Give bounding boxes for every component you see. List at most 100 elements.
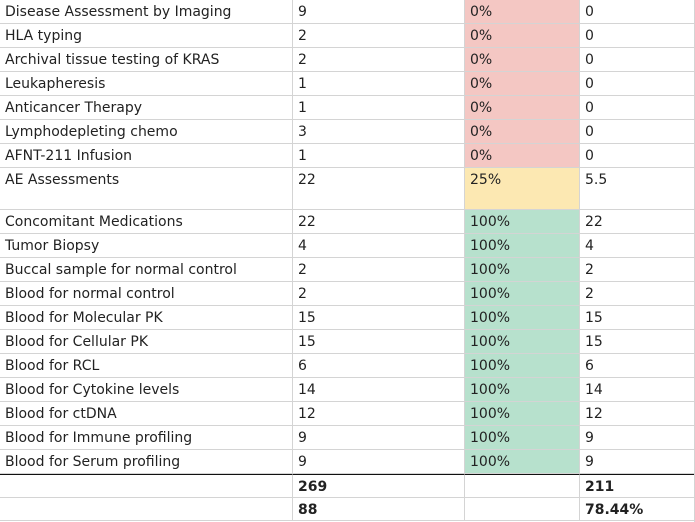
value-cell[interactable]: 0 [580,24,695,48]
percent-cell[interactable]: 0% [465,144,580,168]
value-cell[interactable]: 6 [580,354,695,378]
totals-row: 269 211 [0,474,695,498]
row-label-cell[interactable]: Concomitant Medications [0,210,293,234]
row-label-cell[interactable]: Disease Assessment by Imaging [0,0,293,24]
table-row: Disease Assessment by Imaging 9 0% 0 [0,0,695,24]
percent-cell[interactable]: 100% [465,210,580,234]
percent-cell[interactable]: 0% [465,48,580,72]
value-cell[interactable]: 0 [580,72,695,96]
table-row: Blood for Cytokine levels 14 100% 14 [0,378,695,402]
row-label-cell[interactable]: Archival tissue testing of KRAS [0,48,293,72]
percent-cell[interactable]: 0% [465,24,580,48]
count-cell[interactable]: 22 [293,210,465,234]
percent-cell[interactable]: 0% [465,0,580,24]
value-cell[interactable]: 5.5 [580,168,695,210]
count-cell[interactable]: 15 [293,330,465,354]
table-row: Blood for ctDNA 12 100% 12 [0,402,695,426]
table-row: AFNT-211 Infusion 1 0% 0 [0,144,695,168]
value-cell[interactable]: 0 [580,96,695,120]
percent-cell[interactable]: 100% [465,234,580,258]
percent-cell[interactable]: 100% [465,426,580,450]
row-label-cell[interactable]: Tumor Biopsy [0,234,293,258]
row-label-cell[interactable]: AFNT-211 Infusion [0,144,293,168]
percent-cell[interactable]: 100% [465,354,580,378]
count-cell[interactable]: 3 [293,120,465,144]
count-cell[interactable]: 9 [293,426,465,450]
count-cell[interactable]: 22 [293,168,465,210]
count-cell[interactable]: 12 [293,402,465,426]
table-row: Buccal sample for normal control 2 100% 2 [0,258,695,282]
empty-cell[interactable] [465,474,580,498]
value-cell[interactable]: 0 [580,48,695,72]
percent-cell[interactable]: 100% [465,450,580,474]
value-cell[interactable]: 0 [580,0,695,24]
total-value-cell[interactable]: 78.44% [580,498,695,521]
value-cell[interactable]: 12 [580,402,695,426]
row-label-cell[interactable]: Blood for ctDNA [0,402,293,426]
count-cell[interactable]: 15 [293,306,465,330]
table-row: Archival tissue testing of KRAS 2 0% 0 [0,48,695,72]
count-cell[interactable]: 2 [293,24,465,48]
value-cell[interactable]: 9 [580,450,695,474]
total-count-cell[interactable]: 269 [293,474,465,498]
table-row: Anticancer Therapy 1 0% 0 [0,96,695,120]
count-cell[interactable]: 4 [293,234,465,258]
percent-cell[interactable]: 25% [465,168,580,210]
table-row: Blood for Cellular PK 15 100% 15 [0,330,695,354]
row-label-cell[interactable]: Blood for Cytokine levels [0,378,293,402]
empty-cell[interactable] [465,498,580,521]
row-label-cell[interactable]: Blood for Immune profiling [0,426,293,450]
table-row: Blood for normal control 2 100% 2 [0,282,695,306]
total-count-cell[interactable]: 88 [293,498,465,521]
row-label-cell[interactable]: Anticancer Therapy [0,96,293,120]
percent-cell[interactable]: 0% [465,120,580,144]
count-cell[interactable]: 1 [293,96,465,120]
value-cell[interactable]: 2 [580,258,695,282]
value-cell[interactable]: 9 [580,426,695,450]
value-cell[interactable]: 4 [580,234,695,258]
percent-cell[interactable]: 100% [465,378,580,402]
count-cell[interactable]: 1 [293,144,465,168]
row-label-cell[interactable]: Lymphodepleting chemo [0,120,293,144]
count-cell[interactable]: 2 [293,258,465,282]
row-label-cell[interactable]: Leukapheresis [0,72,293,96]
table-row: Leukapheresis 1 0% 0 [0,72,695,96]
row-label-cell[interactable]: Blood for RCL [0,354,293,378]
percent-cell[interactable]: 100% [465,282,580,306]
percent-cell[interactable]: 100% [465,330,580,354]
row-label-cell[interactable]: HLA typing [0,24,293,48]
percent-cell[interactable]: 0% [465,72,580,96]
table-row: Blood for Immune profiling 9 100% 9 [0,426,695,450]
table-row: Blood for Molecular PK 15 100% 15 [0,306,695,330]
count-cell[interactable]: 9 [293,450,465,474]
empty-cell[interactable] [0,498,293,521]
value-cell[interactable]: 15 [580,306,695,330]
percent-cell[interactable]: 100% [465,258,580,282]
table-row: HLA typing 2 0% 0 [0,24,695,48]
value-cell[interactable]: 14 [580,378,695,402]
count-cell[interactable]: 9 [293,0,465,24]
percent-cell[interactable]: 100% [465,402,580,426]
value-cell[interactable]: 2 [580,282,695,306]
count-cell[interactable]: 2 [293,48,465,72]
row-label-cell[interactable]: Buccal sample for normal control [0,258,293,282]
percent-cell[interactable]: 100% [465,306,580,330]
value-cell[interactable]: 15 [580,330,695,354]
row-label-cell[interactable]: Blood for Serum profiling [0,450,293,474]
value-cell[interactable]: 0 [580,120,695,144]
count-cell[interactable]: 14 [293,378,465,402]
table-row: Blood for RCL 6 100% 6 [0,354,695,378]
total-value-cell[interactable]: 211 [580,474,695,498]
row-label-cell[interactable]: Blood for Cellular PK [0,330,293,354]
value-cell[interactable]: 0 [580,144,695,168]
count-cell[interactable]: 2 [293,282,465,306]
row-label-cell[interactable]: AE Assessments [0,168,293,210]
value-cell[interactable]: 22 [580,210,695,234]
count-cell[interactable]: 1 [293,72,465,96]
row-label-cell[interactable]: Blood for Molecular PK [0,306,293,330]
percent-cell[interactable]: 0% [465,96,580,120]
row-label-cell[interactable]: Blood for normal control [0,282,293,306]
empty-cell[interactable] [0,474,293,498]
count-cell[interactable]: 6 [293,354,465,378]
